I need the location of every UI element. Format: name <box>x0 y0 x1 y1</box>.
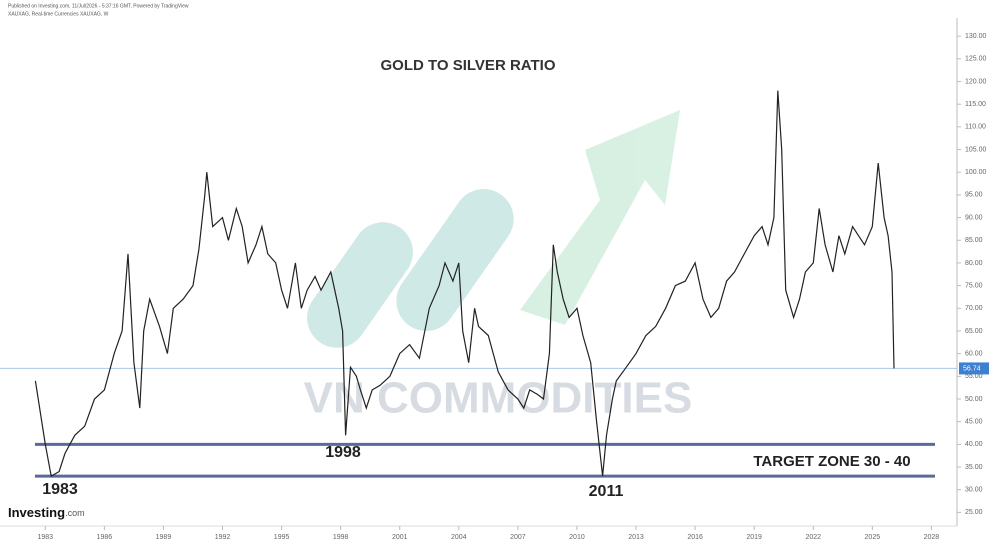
watermark-bar <box>396 189 514 331</box>
x-tick-label: 2010 <box>569 534 585 541</box>
y-tick-label: 80.00 <box>965 260 983 267</box>
annotation: 1998 <box>325 444 361 461</box>
x-tick-label: 2025 <box>865 534 881 541</box>
y-tick-label: 125.00 <box>965 56 987 63</box>
last-value-label: 56.74 <box>963 365 981 372</box>
annotation: 2011 <box>589 483 624 500</box>
y-tick-label: 55.00 <box>965 373 983 380</box>
x-tick-label: 2013 <box>628 534 644 541</box>
y-tick-label: 75.00 <box>965 282 983 289</box>
y-tick-label: 45.00 <box>965 419 983 426</box>
x-tick-label: 1986 <box>97 534 113 541</box>
logo-main: Investing <box>8 505 65 520</box>
watermark-arrow <box>520 110 680 325</box>
y-tick-label: 130.00 <box>965 33 987 40</box>
y-tick-label: 115.00 <box>965 101 986 108</box>
x-tick-label: 1989 <box>156 534 172 541</box>
y-tick-label: 95.00 <box>965 192 983 199</box>
watermark-text: VN COMMODITIES <box>304 374 693 423</box>
y-tick-label: 35.00 <box>965 464 983 471</box>
x-tick-label: 2004 <box>451 534 467 541</box>
watermark-graphic <box>307 110 680 348</box>
y-tick-label: 110.00 <box>965 124 986 131</box>
annotation: TARGET ZONE 30 - 40 <box>753 453 910 470</box>
x-tick-label: 1992 <box>215 534 231 541</box>
header-line: XAUXAG, Real-time Currencies XAUXAG, W <box>8 11 109 17</box>
logo: Investing.com <box>8 505 85 520</box>
header-line: Published on Investing.com, 11/Jul/2026 … <box>8 3 189 9</box>
logo-suffix: .com <box>65 508 85 518</box>
price-line <box>34 90 895 478</box>
x-tick-label: 2016 <box>687 534 703 541</box>
annotation: 1983 <box>42 481 78 498</box>
y-tick-label: 25.00 <box>965 509 983 516</box>
x-tick-label: 2028 <box>924 534 940 541</box>
x-tick-label: 2001 <box>392 534 408 541</box>
y-tick-label: 85.00 <box>965 237 983 244</box>
y-tick-label: 30.00 <box>965 487 983 494</box>
y-tick-label: 65.00 <box>965 328 983 335</box>
y-tick-label: 120.00 <box>965 78 987 85</box>
y-tick-label: 40.00 <box>965 441 983 448</box>
x-tick-label: 2007 <box>510 534 526 541</box>
chart-title: GOLD TO SILVER RATIO <box>380 57 555 74</box>
x-tick-label: 1998 <box>333 534 349 541</box>
y-tick-label: 90.00 <box>965 214 983 221</box>
x-tick-label: 2019 <box>746 534 762 541</box>
last-value-badge <box>959 362 989 375</box>
y-tick-label: 100.00 <box>965 169 987 176</box>
y-tick-label: 50.00 <box>965 396 983 403</box>
y-tick-label: 105.00 <box>965 146 987 153</box>
y-tick-label: 60.00 <box>965 350 983 357</box>
x-tick-label: 1983 <box>38 534 54 541</box>
x-tick-label: 2022 <box>805 534 821 541</box>
x-tick-label: 1995 <box>274 534 290 541</box>
watermark-bar <box>307 222 413 348</box>
y-tick-label: 70.00 <box>965 305 983 312</box>
